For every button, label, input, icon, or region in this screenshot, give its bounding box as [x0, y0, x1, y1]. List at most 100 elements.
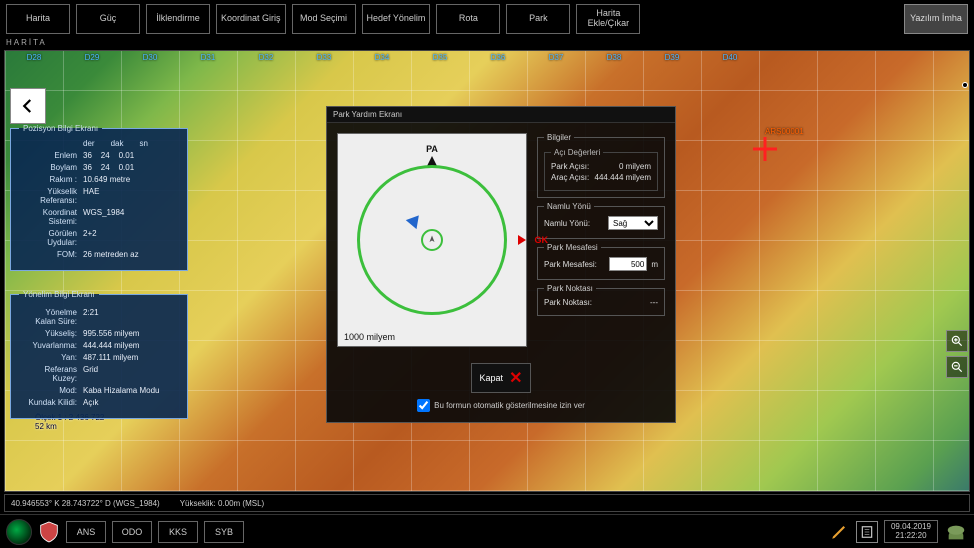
row-label: Yükselik Referansı:	[19, 187, 83, 205]
chevron-left-icon	[19, 97, 37, 115]
nav-hedef-yonelim[interactable]: Hedef Yönelim	[362, 4, 431, 34]
yazilim-imha-button[interactable]: Yazılım İmha	[904, 4, 968, 34]
grid-col-label: D30	[121, 53, 179, 62]
zoom-out-button[interactable]	[946, 356, 968, 378]
zoom-out-icon	[950, 360, 964, 374]
row-label: Yan:	[19, 353, 83, 362]
grid-col-label: D39	[643, 53, 701, 62]
mesafe-input[interactable]	[609, 257, 647, 271]
pencil-icon[interactable]	[828, 521, 850, 543]
info-row: Koordinat Sistemi:WGS_1984	[19, 208, 179, 226]
bot-kks[interactable]: KKS	[158, 521, 198, 543]
position-panel-legend: Pozisyon Bilgi Ekranı	[19, 124, 102, 133]
nav-harita[interactable]: Harita	[6, 4, 70, 34]
user-helmet-icon[interactable]	[944, 520, 968, 544]
nav-harita-ekle-cikar[interactable]: Harita Ekle/Çıkar	[576, 4, 640, 34]
row-value: WGS_1984	[83, 208, 179, 217]
nav-park[interactable]: Park	[506, 4, 570, 34]
dms-col: dak	[111, 139, 124, 148]
grid-col-label: D33	[295, 53, 353, 62]
compass-center-icon	[421, 229, 443, 251]
row-value: Açık	[83, 398, 179, 407]
info-row: Referans Kuzey:Grid	[19, 365, 179, 383]
bilgiler-fieldset: Bilgiler Açı Değerleri Park Açısı:0 mily…	[537, 133, 665, 198]
bilgiler-legend: Bilgiler	[544, 133, 574, 142]
nav-rota[interactable]: Rota	[436, 4, 500, 34]
grid-col-label: D29	[63, 53, 121, 62]
row-label: Enlem	[19, 151, 83, 160]
row-label: Boylam	[19, 163, 83, 172]
zoom-in-button[interactable]	[946, 330, 968, 352]
row-label: Koordinat Sistemi:	[19, 208, 83, 226]
bot-ans[interactable]: ANS	[66, 521, 106, 543]
nokta-fieldset: Park Noktası Park Noktası:---	[537, 284, 665, 316]
namlu-label: Namlu Yönü:	[544, 219, 604, 228]
info-row: Yükseliş:995.556 milyem	[19, 329, 179, 338]
nav-guc[interactable]: Güç	[76, 4, 140, 34]
row-value: Grid	[83, 365, 179, 374]
bot-odo[interactable]: ODO	[112, 521, 152, 543]
grid-col-label: D31	[179, 53, 237, 62]
auto-show-checkbox[interactable]	[417, 399, 430, 412]
shield-icon[interactable]	[38, 519, 60, 545]
info-row: Enlem36 24 0.01	[19, 151, 179, 160]
row-value: 995.556 milyem	[83, 329, 179, 338]
compass-gk-arrow-icon	[518, 235, 526, 245]
row-label: Referans Kuzey:	[19, 365, 83, 383]
nokta-label: Park Noktası:	[544, 298, 646, 307]
row-label: Kundak Kilidi:	[19, 398, 83, 407]
globe-icon[interactable]	[6, 519, 32, 545]
datetime-display: 09.04.2019 21:22:20	[884, 520, 938, 544]
target-crosshair[interactable]	[753, 137, 777, 161]
aci-legend: Açı Değerleri	[551, 148, 603, 157]
modal-title: Park Yardım Ekranı	[327, 107, 675, 123]
auto-show-label: Bu formun otomatik gösterilmesine izin v…	[434, 401, 585, 410]
info-row: Yan:487.111 milyem	[19, 353, 179, 362]
row-value: 36 24 0.01	[83, 163, 179, 172]
info-row: Yükselik Referansı:HAE	[19, 187, 179, 205]
back-button[interactable]	[10, 88, 46, 124]
aci-fieldset: Açı Değerleri Park Açısı:0 milyem Araç A…	[544, 148, 658, 191]
row-label: Görülen Uydular:	[19, 229, 83, 247]
row-value: 36 24 0.01	[83, 151, 179, 160]
target-label: ARŞ00001	[765, 127, 804, 136]
park-acisi-value: 0 milyem	[619, 162, 651, 171]
row-value: 444.444 milyem	[83, 341, 179, 350]
info-row: Rakım :10.649 metre	[19, 175, 179, 184]
nav-koordinat-giris[interactable]: Koordinat Giriş	[216, 4, 286, 34]
row-label: Mod:	[19, 386, 83, 395]
grid-col-label: D28	[5, 53, 63, 62]
elevation-readout: Yükseklik: 0.00m (MSL)	[180, 499, 264, 508]
row-label: FOM:	[19, 250, 83, 259]
info-row: Yuvarlanma:444.444 milyem	[19, 341, 179, 350]
map-marker-dot[interactable]	[962, 82, 968, 88]
compass-gk-label: GK	[535, 235, 549, 245]
close-label: Kapat	[480, 373, 504, 383]
grid-col-label: D34	[353, 53, 411, 62]
info-row: Yönelme Kalan Süre:2:21	[19, 308, 179, 326]
compass-scale-label: 1000 milyem	[344, 332, 395, 342]
nav-ilklendirme[interactable]: İlklendirme	[146, 4, 210, 34]
row-value: 487.111 milyem	[83, 353, 179, 362]
grid-col-label: D36	[469, 53, 527, 62]
row-value: 2+2	[83, 229, 179, 238]
nav-mod-secimi[interactable]: Mod Seçimi	[292, 4, 356, 34]
row-label: Yönelme Kalan Süre:	[19, 308, 83, 326]
bottom-bar: ANS ODO KKS SYB 09.04.2019 21:22:20	[0, 514, 974, 548]
info-row: FOM:26 metreden az	[19, 250, 179, 259]
namlu-fieldset: Namlu Yönü Namlu Yönü: Sağ	[537, 202, 665, 239]
close-button[interactable]: Kapat ✕	[471, 363, 532, 393]
info-row: Kundak Kilidi:Açık	[19, 398, 179, 407]
dms-col: sn	[139, 139, 147, 148]
map-info-bar: 40.946553° K 28.743722° D (WGS_1984) Yük…	[4, 494, 970, 512]
bot-syb[interactable]: SYB	[204, 521, 244, 543]
auto-show-checkbox-row[interactable]: Bu formun otomatik gösterilmesine izin v…	[417, 399, 585, 412]
row-value: Kaba Hizalama Modu	[83, 386, 179, 395]
grid-col-label: D35	[411, 53, 469, 62]
namlu-select[interactable]: Sağ	[608, 216, 658, 230]
notes-icon[interactable]	[856, 521, 878, 543]
map-grid-labels: D28 D29 D30 D31 D32 D33 D34 D35 D36 D37 …	[5, 53, 969, 62]
top-toolbar: Harita Güç İlklendirme Koordinat Giriş M…	[0, 0, 974, 38]
row-value: 10.649 metre	[83, 175, 179, 184]
row-label: Rakım :	[19, 175, 83, 184]
